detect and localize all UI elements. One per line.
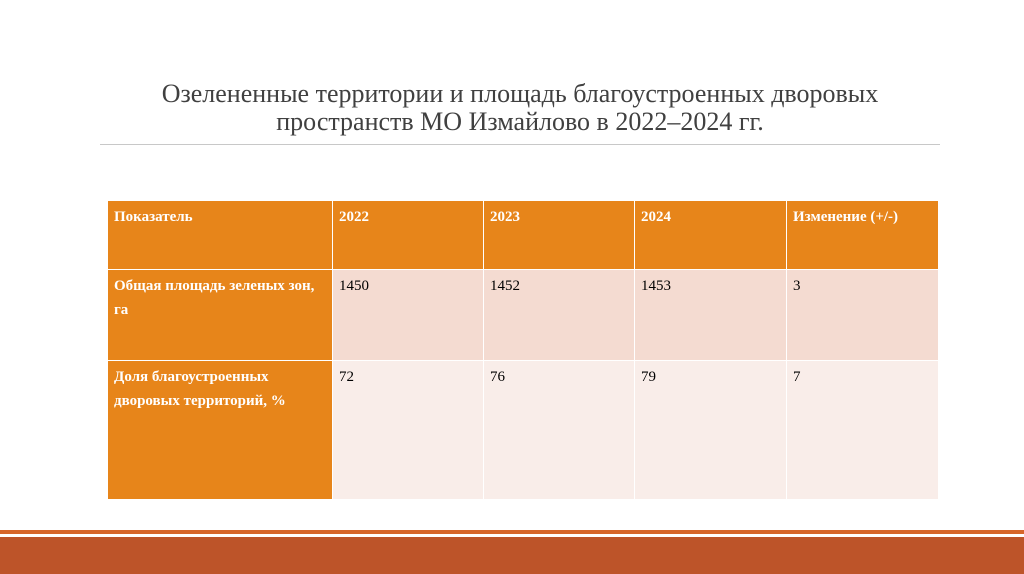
row-label: Доля благоустроенных дворовых территорий… xyxy=(107,360,333,500)
footer-bar xyxy=(0,537,1024,574)
table-cell: 72 xyxy=(332,360,484,500)
title-divider xyxy=(100,144,940,145)
header-2023: 2023 xyxy=(483,200,635,270)
data-table: Показатель 2022 2023 2024 Изменение (+/-… xyxy=(107,200,939,500)
table-cell: 79 xyxy=(634,360,787,500)
header-change: Изменение (+/-) xyxy=(786,200,939,270)
row-label: Общая площадь зеленых зон, га xyxy=(107,269,333,361)
slide-title-line-2: пространств МО Измайлово в 2022–2024 гг. xyxy=(276,107,764,136)
header-2024: 2024 xyxy=(634,200,787,270)
slide-title-line-1: Озелененные территории и площадь благоус… xyxy=(161,79,879,108)
header-2022: 2022 xyxy=(332,200,484,270)
table-header-row: Показатель 2022 2023 2024 Изменение (+/-… xyxy=(107,200,939,270)
table-cell: 1452 xyxy=(483,269,635,361)
footer-accent-line xyxy=(0,530,1024,534)
slide-title: Озелененные территории и площадь благоус… xyxy=(100,80,940,136)
table-row: Доля благоустроенных дворовых территорий… xyxy=(107,360,939,500)
header-indicator: Показатель xyxy=(107,200,333,270)
table-cell: 7 xyxy=(786,360,939,500)
table-cell: 1453 xyxy=(634,269,787,361)
table-cell: 1450 xyxy=(332,269,484,361)
table-row: Общая площадь зеленых зон, га 1450 1452 … xyxy=(107,269,939,361)
table-cell: 76 xyxy=(483,360,635,500)
table-cell: 3 xyxy=(786,269,939,361)
